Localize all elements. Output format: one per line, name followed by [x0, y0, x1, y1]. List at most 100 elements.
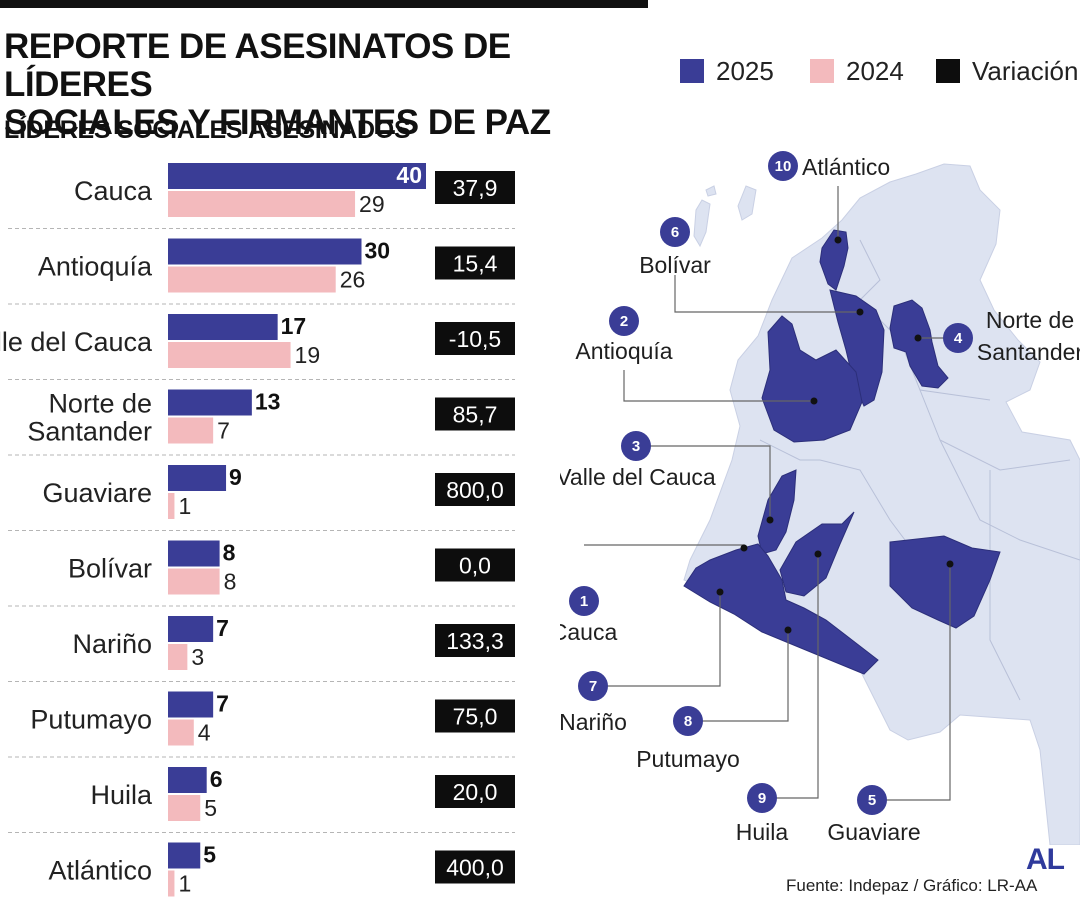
legend-swatch-2025	[680, 59, 704, 83]
region-shape-bolivar	[829, 289, 885, 407]
bar-2024	[168, 342, 291, 368]
anchor-dot	[914, 334, 922, 342]
publisher-logo: AL	[1026, 843, 1065, 876]
bar-2024	[168, 266, 336, 293]
region-shape-norte-de-santander	[889, 299, 949, 389]
category-label: Norte de	[48, 389, 152, 419]
region-number-badge	[673, 706, 703, 736]
region-number: 4	[954, 330, 963, 347]
region-number-badge	[768, 151, 798, 181]
data-label-2025: 9	[229, 464, 242, 490]
title-line-1: REPORTE DE ASESINATOS DE LÍDERES	[4, 27, 511, 104]
data-label-2025: 7	[216, 691, 229, 717]
region-number: 5	[868, 792, 876, 809]
legend-swatch-variacion	[936, 59, 960, 83]
leader-line	[607, 592, 721, 687]
legend-item-2025: 2025	[680, 54, 774, 88]
region-number: 3	[632, 438, 640, 455]
legend-item-variacion: Variación	[936, 54, 1078, 88]
bar-2024	[168, 191, 356, 217]
variation-value: 0,0	[459, 553, 491, 579]
region-number: 10	[775, 158, 792, 175]
bar-2025	[168, 540, 220, 567]
bar-2024	[168, 870, 175, 897]
region-label: Valle del Cauca	[560, 464, 716, 490]
variation-box	[435, 850, 515, 884]
region-number: 9	[758, 790, 766, 807]
variation-box	[435, 548, 515, 582]
bar-2025	[168, 163, 426, 189]
region-number-badge	[660, 217, 690, 247]
category-label: Huila	[90, 780, 153, 810]
region-label: Atlántico	[802, 154, 890, 180]
legend-label-variacion: Variación	[972, 55, 1079, 86]
data-label-2024: 29	[359, 191, 385, 217]
category-label: Guaviare	[42, 478, 152, 508]
border-line-2	[919, 389, 1071, 471]
chart-subtitle: LÍDERES SOCIALES ASESINADOS	[4, 116, 411, 144]
bar-2025	[168, 314, 278, 340]
region-shape-valle-del-cauca	[757, 469, 797, 555]
anchor-dot	[856, 308, 864, 316]
variation-box	[435, 473, 515, 506]
variation-box	[435, 322, 515, 355]
region-number: 1	[580, 593, 588, 610]
region-label: Cauca	[560, 619, 617, 645]
border-line-7	[759, 439, 820, 461]
bar-2024	[168, 719, 194, 746]
data-label-2025: 5	[203, 842, 216, 868]
map-base	[683, 163, 1080, 845]
variation-value: 20,0	[453, 779, 498, 805]
data-label-2025: 7	[216, 615, 229, 641]
anchor-dot	[946, 560, 954, 568]
region-label: Santander	[977, 339, 1080, 365]
bar-2024	[168, 493, 175, 519]
region-number-badge	[609, 306, 639, 336]
category-label: Bolívar	[68, 554, 152, 584]
map-base-island-2	[737, 185, 757, 221]
border-line-5	[989, 470, 1021, 701]
data-label-2025: 30	[365, 238, 391, 264]
bar-2024	[168, 417, 214, 444]
data-label-2024: 26	[340, 267, 366, 293]
region-shape-antioquia	[761, 315, 863, 443]
data-label-2024: 19	[295, 342, 321, 368]
data-label-2025: 13	[255, 389, 281, 415]
region-number-badge	[747, 783, 777, 813]
leader-line	[623, 370, 814, 402]
data-label-2024: 7	[217, 418, 230, 444]
bar-2025	[168, 767, 207, 793]
bar-2025	[168, 238, 362, 265]
leader-line	[776, 554, 819, 799]
region-number: 6	[671, 224, 679, 241]
bar-2025	[168, 465, 227, 491]
bar-2025	[168, 691, 214, 718]
region-label: Nariño	[560, 709, 627, 735]
category-label: Santander	[27, 417, 152, 447]
variation-box	[435, 699, 515, 733]
region-number-badge	[621, 431, 651, 461]
bar-2025	[168, 389, 252, 416]
region-label: Guaviare	[827, 819, 920, 845]
title-line-2: SOCIALES Y FIRMANTES DE PAZ	[4, 103, 551, 142]
category-label: Antioquía	[38, 252, 153, 282]
anchor-dot	[814, 550, 822, 558]
region-number-badge	[943, 323, 973, 353]
category-label: Cauca	[74, 176, 153, 206]
bar-2024	[168, 644, 188, 670]
map-base-island-3	[705, 185, 717, 197]
border-line-4	[939, 439, 1080, 561]
legend-swatch-2024	[810, 59, 834, 83]
region-label: Bolívar	[639, 252, 711, 278]
data-label-2025: 17	[281, 313, 307, 339]
region-label: Antioquía	[575, 338, 672, 364]
top-rule	[0, 0, 648, 8]
map-annotations: 1 Cauca 2 Antioquía 3 Valle del Cauca 4 Norte d…	[560, 151, 1080, 845]
data-label-2024: 1	[178, 871, 191, 897]
bar-2024	[168, 568, 220, 595]
data-label-2024: 1	[178, 493, 191, 519]
region-label: Putumayo	[636, 746, 740, 772]
data-label-2024: 3	[191, 644, 204, 670]
region-number: 7	[589, 678, 597, 695]
variation-value: 133,3	[446, 628, 504, 654]
